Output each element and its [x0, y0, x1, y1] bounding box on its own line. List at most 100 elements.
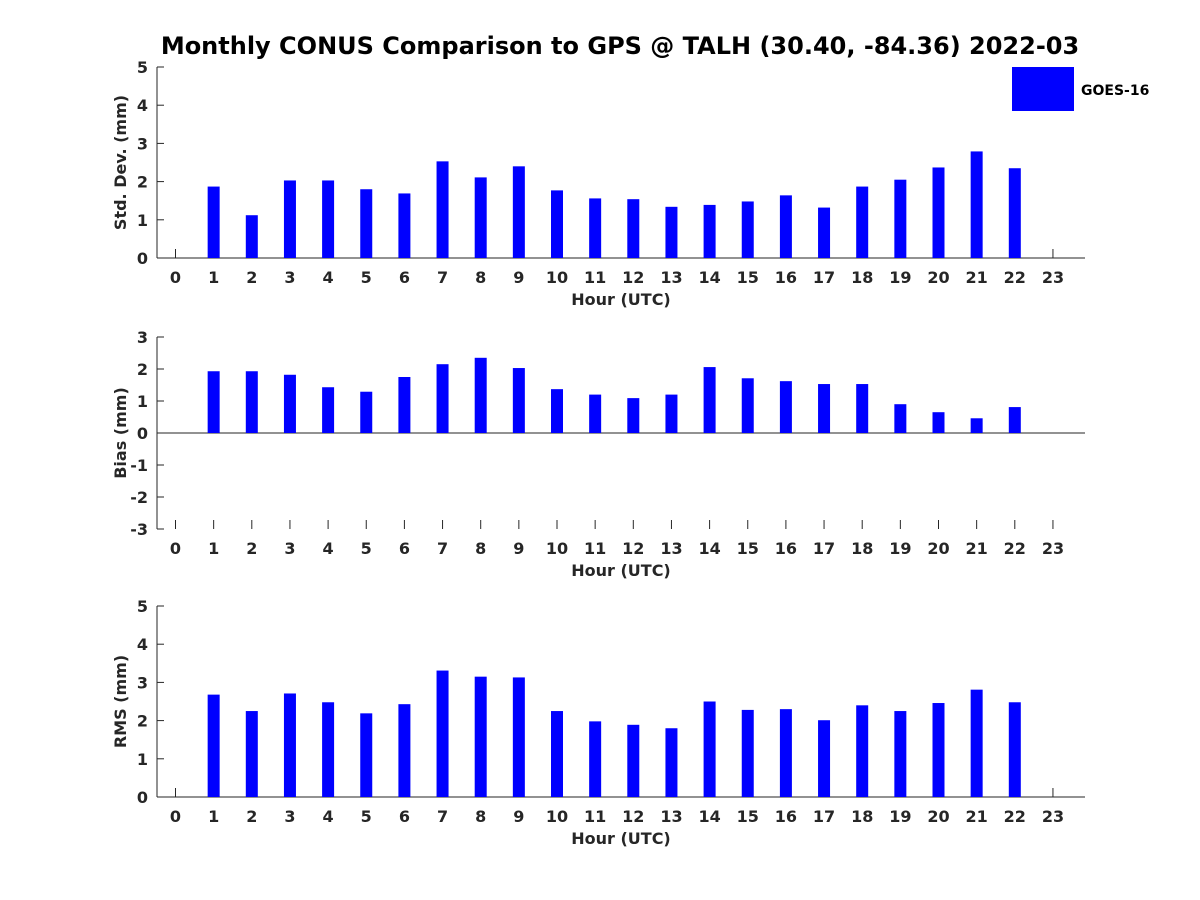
- rms-bar: [1008, 702, 1021, 797]
- std-dev-bar: [589, 198, 602, 258]
- std-dev-x-tick-label: 12: [622, 268, 644, 287]
- bias-bar: [360, 391, 373, 433]
- rms-bar: [856, 705, 869, 797]
- rms-x-tick-label: 11: [584, 807, 606, 826]
- std-dev-x-tick-label: 15: [737, 268, 759, 287]
- rms-x-tick-label: 1: [208, 807, 219, 826]
- std-dev-x-tick-label: 10: [546, 268, 568, 287]
- rms-x-tick-label: 6: [399, 807, 410, 826]
- std-dev-x-tick-label: 13: [660, 268, 682, 287]
- std-dev-bar: [398, 193, 411, 258]
- bias-x-tick-label: 19: [889, 539, 911, 558]
- legend: GOES-16: [1012, 67, 1149, 111]
- std-dev-x-tick-label: 0: [170, 268, 181, 287]
- rms-x-tick-label: 3: [284, 807, 295, 826]
- std-dev-y-tick-label: 2: [137, 173, 148, 192]
- rms-x-tick-label: 10: [546, 807, 568, 826]
- bias-x-tick-label: 3: [284, 539, 295, 558]
- rms-y-tick-label: 3: [137, 673, 148, 692]
- std-dev-y-tick-label: 4: [137, 96, 148, 115]
- bias-bar: [436, 364, 449, 433]
- chart-title: Monthly CONUS Comparison to GPS @ TALH (…: [161, 32, 1079, 60]
- rms-y-label: RMS (mm): [111, 655, 130, 748]
- rms-bar: [703, 701, 716, 797]
- std-dev-y-tick-label: 5: [137, 58, 148, 77]
- bias-y-tick-label: -1: [130, 456, 148, 475]
- bias-x-tick-label: 23: [1042, 539, 1064, 558]
- std-dev-x-tick-label: 3: [284, 268, 295, 287]
- rms-y-tick-label: 1: [137, 750, 148, 769]
- bias-x-tick-label: 13: [660, 539, 682, 558]
- std-dev-bar: [818, 207, 831, 258]
- rms-x-tick-label: 7: [437, 807, 448, 826]
- bias-x-tick-label: 15: [737, 539, 759, 558]
- bias-x-tick-label: 7: [437, 539, 448, 558]
- rms-bar: [245, 711, 258, 797]
- bias-x-tick-label: 0: [170, 539, 181, 558]
- std-dev-bar: [970, 151, 983, 258]
- bias-y-tick-label: 1: [137, 392, 148, 411]
- std-dev-y-label: Std. Dev. (mm): [111, 95, 130, 230]
- bias-x-tick-label: 18: [851, 539, 873, 558]
- bias-bar: [894, 404, 907, 433]
- bias-bar: [512, 368, 525, 433]
- std-dev-bar: [245, 215, 258, 258]
- rms-bar: [627, 724, 640, 797]
- rms-x-tick-label: 2: [246, 807, 257, 826]
- rms-x-tick-label: 13: [660, 807, 682, 826]
- rms-y-tick-label: 0: [137, 788, 148, 807]
- std-dev-bar: [360, 189, 373, 258]
- std-dev-bar: [1008, 168, 1021, 258]
- rms-y-tick-label: 2: [137, 712, 148, 731]
- bias-bar: [741, 378, 754, 433]
- std-dev-x-tick-label: 2: [246, 268, 257, 287]
- bias-x-tick-label: 5: [361, 539, 372, 558]
- bias-bar: [627, 398, 640, 433]
- bias-x-tick-label: 1: [208, 539, 219, 558]
- std-dev-x-tick-label: 6: [399, 268, 410, 287]
- rms-x-tick-label: 15: [737, 807, 759, 826]
- bias-x-tick-label: 17: [813, 539, 835, 558]
- rms-x-tick-label: 5: [361, 807, 372, 826]
- bias-bar: [932, 412, 945, 433]
- bias-bar: [398, 377, 411, 433]
- std-dev-bar: [665, 206, 678, 258]
- std-dev-y-tick-label: 3: [137, 134, 148, 153]
- bias-x-tick-label: 16: [775, 539, 797, 558]
- rms-x-tick-label: 21: [966, 807, 988, 826]
- std-dev-bar: [856, 186, 869, 258]
- std-dev-x-tick-label: 20: [927, 268, 949, 287]
- bias-x-tick-label: 6: [399, 539, 410, 558]
- std-dev-x-tick-label: 8: [475, 268, 486, 287]
- bias-x-tick-label: 8: [475, 539, 486, 558]
- std-dev-bar: [779, 195, 792, 258]
- rms-x-tick-label: 19: [889, 807, 911, 826]
- bias-y-tick-label: 3: [137, 328, 148, 347]
- rms-y-tick-label: 4: [137, 635, 148, 654]
- bias-x-tick-label: 4: [323, 539, 334, 558]
- bias-bar: [551, 389, 563, 433]
- std-dev-x-tick-label: 5: [361, 268, 372, 287]
- bias-bar: [856, 384, 869, 433]
- bias-x-tick-label: 22: [1004, 539, 1026, 558]
- std-dev-x-tick-label: 23: [1042, 268, 1064, 287]
- legend-label: GOES-16: [1081, 83, 1149, 99]
- rms-x-tick-label: 17: [813, 807, 835, 826]
- std-dev-x-tick-label: 17: [813, 268, 835, 287]
- std-dev-x-tick-label: 9: [513, 268, 524, 287]
- rms-bar: [283, 693, 296, 797]
- rms-x-tick-label: 0: [170, 807, 181, 826]
- std-dev-bar: [512, 166, 525, 258]
- rms-x-tick-label: 23: [1042, 807, 1064, 826]
- bias-x-tick-label: 12: [622, 539, 644, 558]
- std-dev-x-tick-label: 14: [698, 268, 720, 287]
- bias-bar: [283, 374, 296, 433]
- rms-x-tick-label: 18: [851, 807, 873, 826]
- bias-bar: [818, 384, 831, 433]
- bias-y-label: Bias (mm): [111, 387, 130, 479]
- std-dev-bar: [741, 201, 754, 258]
- std-dev-bar: [627, 199, 640, 258]
- rms-bar: [474, 676, 487, 797]
